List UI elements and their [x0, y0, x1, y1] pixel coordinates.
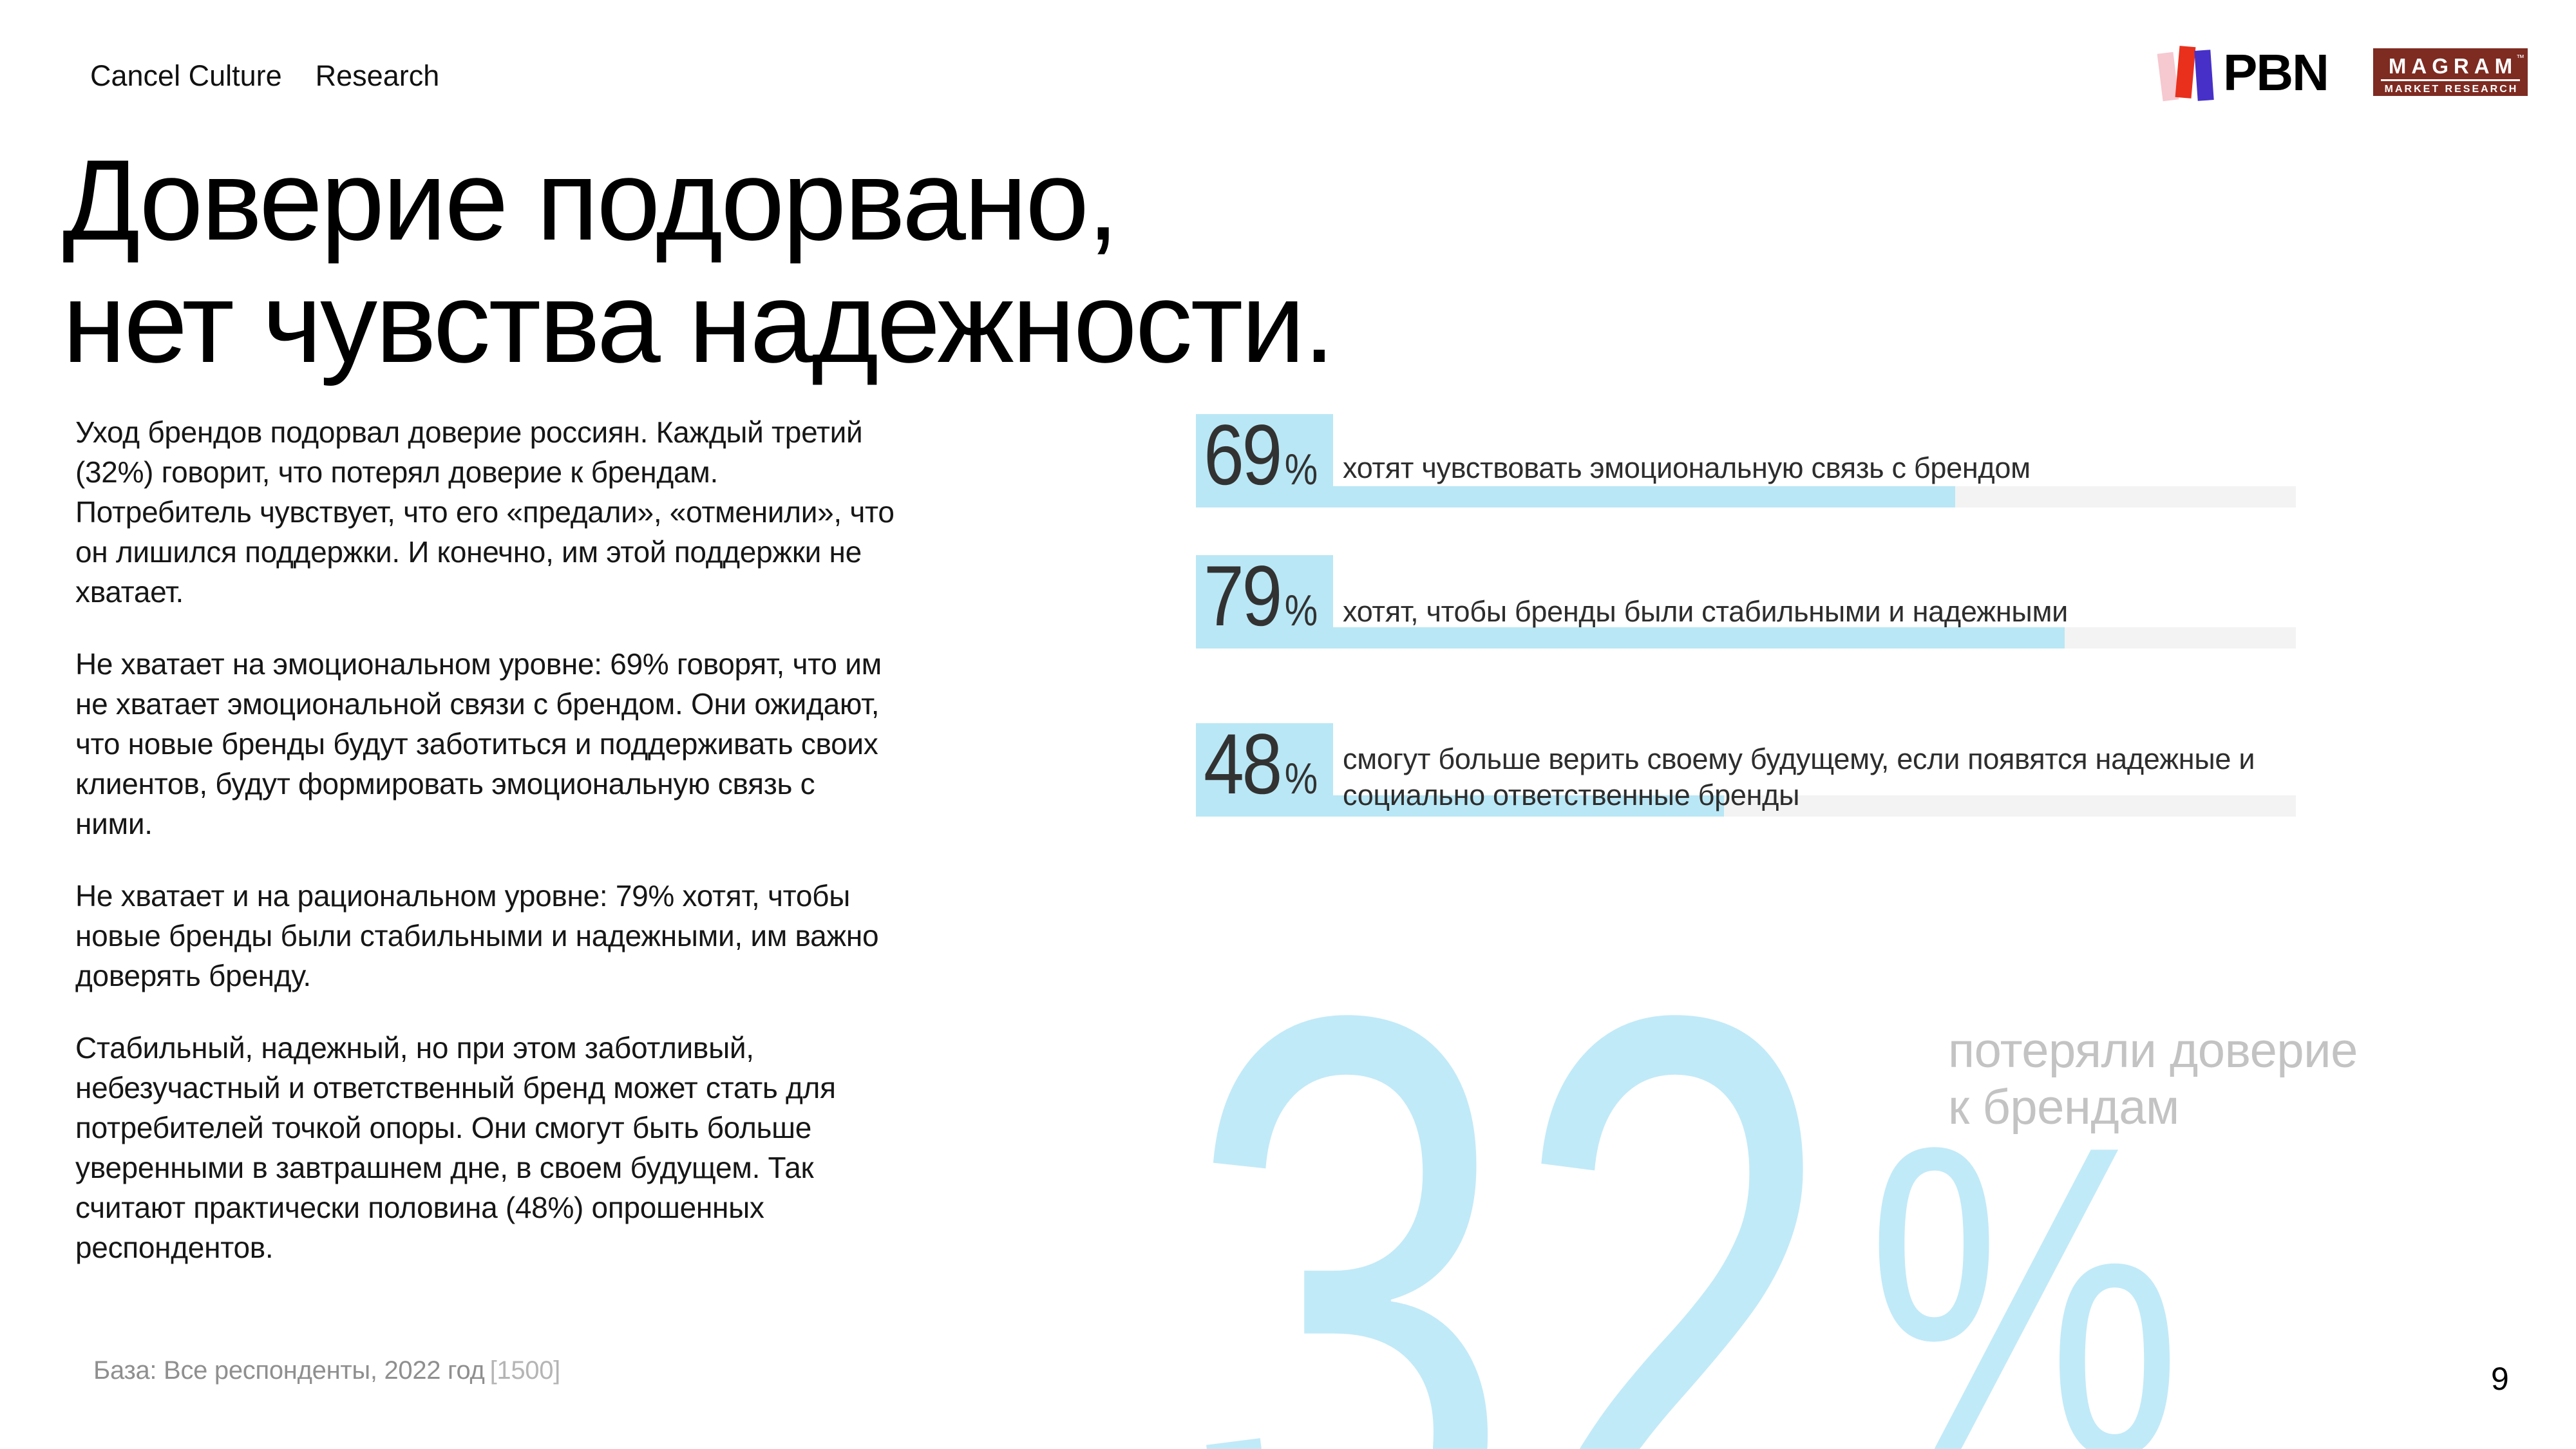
- magram-subtitle: MARKET RESEARCH: [2384, 84, 2519, 95]
- footnote-text: База: Все респонденты, 2022 год: [93, 1356, 485, 1385]
- percent-sign: %: [1284, 754, 1318, 803]
- base-footnote: База: Все респонденты, 2022 год [1500]: [93, 1356, 560, 1385]
- footnote-sample-size: [1500]: [489, 1356, 561, 1385]
- highlight-number: 32: [1184, 845, 1839, 1449]
- pbn-stripe-red-icon: [2175, 46, 2196, 99]
- highlight-percent-sign: %: [1866, 1054, 2183, 1449]
- stat-value: 48%: [1204, 717, 1318, 812]
- stat-value-box: 79%: [1196, 549, 1333, 649]
- stat-block-emotional: 69% хотят чувствовать эмоциональную связ…: [1196, 408, 2296, 507]
- highlight-caption: потеряли доверие к брендам: [1948, 1023, 2358, 1135]
- stat-label: смогут больше верить своему будущему, ес…: [1343, 743, 2255, 811]
- page-title-line-1: Доверие подорвано,: [62, 136, 1119, 264]
- stat-block-future-trust: 48% смогут больше верить своему будущему…: [1196, 717, 2296, 817]
- pbn-stripe-blue-icon: [2194, 50, 2214, 101]
- stat-value-box: 48%: [1196, 717, 1333, 817]
- stat-block-rational: 79% хотят, чтобы бренды были стабильными…: [1196, 549, 2296, 649]
- magram-wordmark: MAGRAM: [2388, 54, 2518, 78]
- trademark-icon: ™: [2516, 53, 2524, 62]
- magram-divider: [2381, 79, 2520, 81]
- body-paragraph: Уход брендов подорвал доверие россиян. К…: [75, 415, 895, 609]
- stat-value-box: 69%: [1196, 408, 1333, 507]
- bar-fill: [1196, 627, 2065, 649]
- stat-value: 79%: [1204, 549, 1318, 644]
- breadcrumb: Cancel Culture Research: [90, 59, 439, 93]
- nav-item-cancel-culture: Cancel Culture: [90, 59, 282, 92]
- nav-item-research: Research: [315, 59, 440, 92]
- percent-sign: %: [1284, 445, 1318, 494]
- pbn-wordmark: PBN: [2223, 44, 2329, 101]
- stat-label: хотят, чтобы бренды были стабильными и н…: [1343, 595, 2068, 628]
- page-number: 9: [2491, 1361, 2509, 1397]
- stat-value: 69%: [1204, 408, 1318, 503]
- stat-label: хотят чувствовать эмоциональную связь с …: [1343, 451, 2031, 484]
- pbn-logo: PBN: [2156, 39, 2343, 109]
- body-copy: Уход брендов подорвал доверие россиян. К…: [75, 412, 1170, 1300]
- body-paragraph: Не хватает на эмоциональном уровне: 69% …: [75, 647, 882, 840]
- page-title-line-2: нет чувства надежности.: [62, 258, 1335, 386]
- body-paragraph: Не хватает и на рациональном уровне: 79%…: [75, 879, 879, 992]
- percent-sign: %: [1284, 586, 1318, 635]
- magram-logo: MAGRAM ™ MARKET RESEARCH: [2373, 48, 2528, 96]
- body-paragraph: Стабильный, надежный, но при этом заботл…: [75, 1031, 836, 1264]
